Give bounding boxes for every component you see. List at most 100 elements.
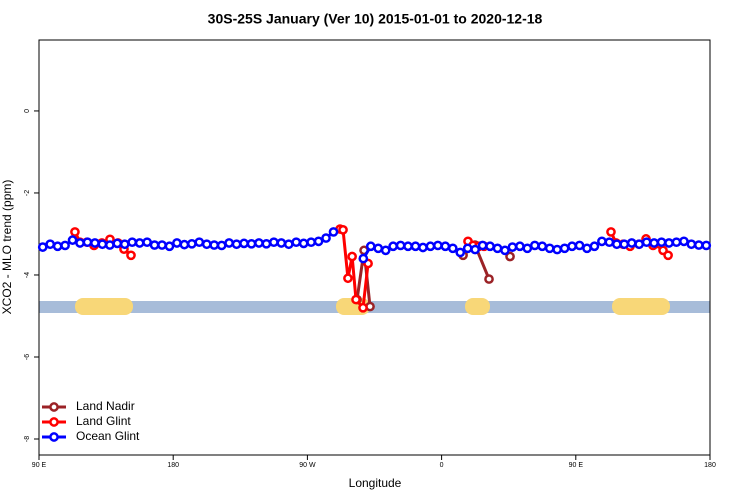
point — [574, 240, 585, 251]
point — [552, 244, 563, 255]
point — [567, 241, 577, 252]
point — [664, 238, 674, 248]
point — [484, 274, 494, 284]
point — [433, 240, 443, 251]
point — [239, 238, 249, 249]
point — [388, 241, 398, 252]
point — [403, 241, 413, 252]
point — [470, 244, 480, 255]
point — [164, 241, 175, 252]
x-tick-label: 0 — [440, 462, 444, 469]
chart-title: 30S-25S January (Ver 10) 2015-01-01 to 2… — [208, 11, 543, 27]
point — [597, 236, 607, 247]
point — [358, 253, 369, 264]
point — [447, 243, 458, 254]
point — [455, 247, 466, 258]
point — [347, 251, 357, 262]
x-axis-label: Longitude — [349, 476, 402, 490]
point — [351, 294, 361, 305]
point — [224, 238, 234, 248]
y-tick-label: -6 — [24, 354, 31, 360]
legend-marker — [49, 402, 59, 412]
point — [75, 238, 85, 248]
y-tick-label: 0 — [24, 109, 31, 113]
point — [559, 243, 570, 254]
point — [649, 238, 659, 248]
point — [306, 237, 316, 248]
y-axis-label: XCO2 - MLO trend (ppm) — [0, 180, 14, 315]
point — [492, 243, 503, 254]
point — [671, 237, 682, 248]
point — [537, 241, 548, 252]
land-band — [612, 298, 670, 315]
point — [97, 239, 108, 250]
point — [338, 225, 348, 235]
land-band — [75, 298, 133, 315]
point — [582, 243, 592, 254]
point — [440, 241, 451, 252]
point — [246, 238, 257, 249]
point — [529, 240, 540, 251]
y-tick-label: -8 — [24, 436, 31, 442]
point — [505, 251, 515, 262]
point — [231, 239, 242, 250]
point — [67, 235, 78, 245]
point — [82, 237, 93, 248]
point — [477, 240, 488, 251]
point — [589, 241, 600, 252]
point — [485, 241, 495, 252]
point — [365, 241, 376, 252]
legend-label: Land Glint — [76, 414, 131, 428]
point — [701, 240, 712, 251]
x-tick-label: 180 — [167, 462, 179, 469]
point — [52, 241, 63, 252]
point — [127, 237, 138, 248]
point — [134, 238, 145, 248]
point — [172, 238, 182, 248]
point — [90, 238, 100, 248]
point — [373, 243, 384, 254]
x-tick-label: 90 E — [569, 462, 584, 469]
point — [269, 237, 279, 248]
point — [209, 240, 220, 250]
y-tick-label: -2 — [24, 190, 31, 196]
point — [507, 242, 518, 252]
point — [321, 233, 331, 243]
point — [179, 239, 190, 250]
point — [37, 242, 48, 252]
x-tick-label: 90 W — [299, 462, 316, 469]
point — [45, 239, 56, 250]
point — [60, 240, 70, 251]
point — [328, 227, 339, 237]
point — [606, 227, 616, 237]
point — [201, 239, 212, 250]
point — [611, 239, 622, 250]
point — [126, 250, 136, 261]
point — [418, 242, 428, 253]
point — [686, 239, 697, 250]
point — [283, 239, 294, 250]
point — [500, 245, 510, 256]
point — [119, 239, 130, 250]
point — [641, 237, 652, 248]
point — [216, 240, 227, 251]
point — [515, 241, 525, 252]
point — [254, 238, 264, 248]
point — [619, 239, 630, 250]
point — [693, 240, 704, 250]
point — [663, 250, 673, 261]
point — [380, 245, 391, 256]
point — [186, 238, 197, 249]
legend-label: Ocean Glint — [76, 429, 140, 443]
legend-marker — [49, 432, 59, 442]
point — [522, 243, 533, 254]
point — [358, 302, 368, 313]
point — [70, 227, 80, 237]
point — [425, 241, 436, 252]
point — [343, 273, 353, 284]
land-band — [465, 298, 490, 315]
point — [656, 237, 667, 248]
x-tick-label: 90 E — [32, 462, 47, 469]
